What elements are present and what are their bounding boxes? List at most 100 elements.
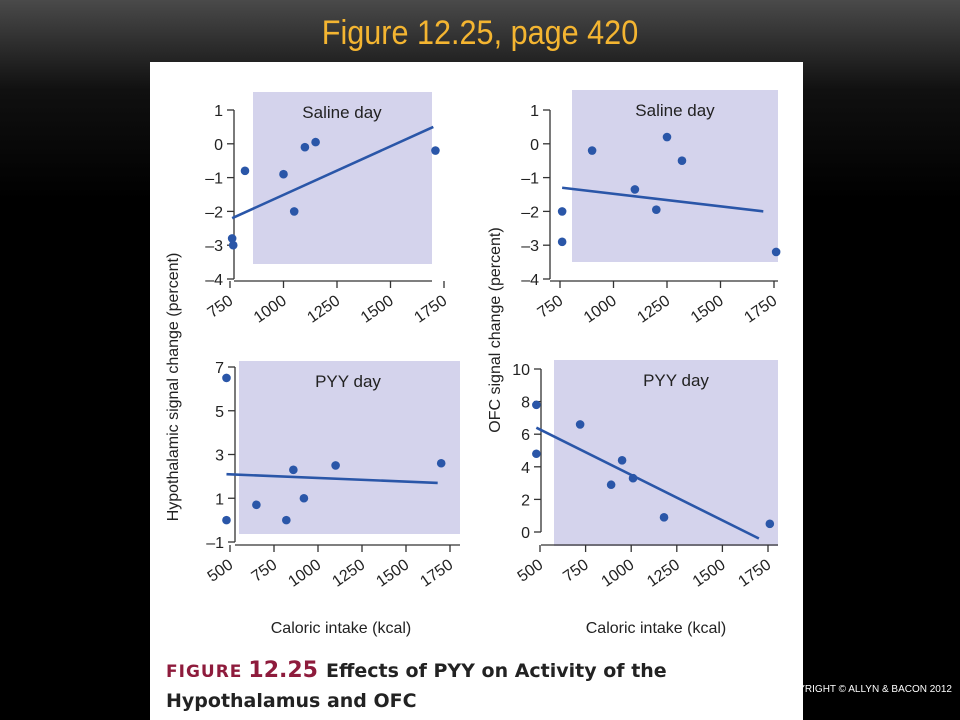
ofc-saline-x-tick-label: 1500: [688, 292, 727, 326]
hyp-pyy-x-tick-label: 1000: [285, 556, 324, 590]
hyp-pyy-y-tick-label: 7: [215, 360, 224, 377]
ofc-pyy-x-tick-label: 1000: [599, 556, 638, 590]
ofc-saline-data-point: [557, 207, 567, 216]
caption-label: FIGURE: [166, 662, 243, 682]
figure-charts: Hypothalamic signal change (percent) OFC…: [165, 90, 781, 637]
hyp-saline-data-point: [228, 240, 238, 250]
figure-panel: Hypothalamic signal change (percent) OFC…: [150, 62, 803, 720]
ofc-saline-data-point: [771, 247, 781, 257]
ofc-saline-data-point: [662, 132, 672, 142]
hyp-saline-data-point: [279, 169, 288, 179]
slide-title: Figure 12.25, page 420: [321, 14, 639, 52]
hyp-pyy-data-point: [222, 373, 231, 383]
hyp-pyy-x-tick-label: 750: [249, 556, 281, 585]
ofc-saline-panel-label: Saline day: [635, 101, 715, 120]
ofc-pyy-y-tick-label: 0: [521, 525, 530, 542]
ofc-saline-fit-line: [561, 186, 764, 213]
ofc-saline-y-tick-label: 1: [530, 103, 539, 120]
hyp-saline-x-tick-label: 1250: [304, 292, 343, 326]
ofc-pyy-data-point: [532, 400, 541, 410]
ofc-pyy-data-point: [617, 455, 627, 465]
hyp-saline-x-tick-label: 750: [205, 292, 237, 321]
ofc-pyy-data-point: [575, 420, 585, 429]
ofc-saline-x-tick-label: 1000: [581, 292, 620, 326]
hyp-saline-y-tick-label: –4: [205, 272, 223, 289]
left-xlabel: Caloric intake (kcal): [271, 620, 411, 637]
hyp-saline-y-tick-label: –3: [205, 238, 223, 255]
ofc-saline-y-tick-label: –2: [521, 204, 539, 221]
ofc-pyy-data-point: [659, 513, 669, 522]
ofc-saline-y-tick-label: –1: [521, 171, 539, 188]
ofc-saline-y-tick-label: –4: [521, 272, 539, 289]
hyp-saline-data-point: [227, 234, 237, 243]
hyp-pyy-y-tick-label: 3: [215, 448, 224, 465]
ofc-saline-x-tick-label: 1250: [634, 292, 673, 326]
hyp-saline-y-tick-label: –1: [205, 171, 223, 188]
hyp-saline-data-point: [289, 207, 299, 216]
ofc-pyy-data-point: [628, 473, 638, 483]
ofc-pyy-panel-label: PYY day: [643, 371, 709, 390]
copyright-label: COPYRIGHT © ALLYN & BACON 2012: [803, 684, 952, 695]
hyp-saline-y-tick-label: 0: [214, 137, 223, 154]
hyp-pyy-panel-label: PYY day: [315, 372, 381, 391]
ofc-saline-data-point: [677, 156, 687, 165]
ofc-saline-data-point: [630, 185, 640, 194]
hyp-saline-y-tick-label: –2: [205, 204, 223, 221]
ofc-pyy-y-tick-label: 4: [521, 460, 530, 477]
ofc-pyy-y-tick-label: 10: [512, 362, 530, 379]
hyp-saline-x-tick-label: 1000: [251, 292, 290, 326]
left-ylabel: Hypothalamic signal change (percent): [165, 253, 182, 522]
ofc-saline-y-tick-label: 0: [530, 137, 539, 154]
caption-title-line1: Effects of PYY on Activity of the: [326, 660, 667, 682]
ofc-pyy-data-point: [532, 449, 541, 459]
hyp-saline-data-point: [311, 137, 320, 147]
hyp-pyy-data-point: [299, 493, 309, 503]
ofc-saline-y-tick-label: –3: [521, 238, 539, 255]
hyp-pyy-data-point: [252, 500, 261, 510]
hyp-saline-data-point: [240, 166, 250, 176]
ofc-saline-data-point: [652, 205, 661, 215]
hyp-saline-y-tick-label: 1: [214, 103, 223, 120]
caption-number: 12.25: [248, 658, 318, 683]
ofc-pyy-y-tick-label: 2: [521, 492, 530, 509]
hyp-pyy-fit-line: [226, 472, 438, 485]
hyp-pyy-data-point: [436, 458, 446, 468]
ofc-saline-data-point: [557, 237, 567, 247]
ofc-pyy-y-tick-label: 8: [521, 395, 530, 412]
ofc-saline-data-point: [587, 146, 597, 155]
hyp-pyy-x-tick-label: 1500: [373, 556, 412, 590]
ofc-pyy-y-tick-label: 6: [521, 427, 530, 444]
hyp-pyy-x-tick-label: 500: [205, 556, 237, 585]
ofc-pyy-x-tick-label: 1500: [690, 556, 729, 590]
ofc-saline-x-tick-label: 750: [535, 292, 567, 321]
hyp-pyy-data-point: [289, 465, 298, 475]
hyp-pyy-x-tick-label: 1750: [417, 556, 456, 590]
hyp-saline-x-tick-label: 1500: [358, 292, 397, 326]
hyp-pyy-y-tick-label: 5: [215, 404, 224, 421]
hyp-saline-data-point: [431, 146, 440, 155]
ofc-pyy-x-tick-label: 750: [560, 556, 592, 585]
hyp-saline-fit-line: [231, 125, 434, 220]
hyp-pyy-y-tick-label: 1: [215, 491, 224, 508]
ofc-pyy-x-tick-label: 1750: [735, 556, 774, 590]
figure-caption: FIGURE 12.25 Effects of PYY on Activity of…: [166, 656, 766, 716]
right-ylabel: OFC signal change (percent): [487, 227, 504, 432]
copyright-text: COPYRIGHT © ALLYN & BACON 2012: [803, 683, 960, 699]
ofc-saline-plot-area: [572, 90, 778, 262]
hyp-saline-data-point: [300, 142, 310, 152]
hyp-pyy-data-point: [331, 461, 340, 470]
right-xlabel: Caloric intake (kcal): [586, 620, 726, 637]
ofc-pyy-data-point: [765, 519, 775, 529]
ofc-pyy-fit-line: [535, 426, 760, 540]
ofc-pyy-x-tick-label: 1250: [644, 556, 683, 590]
ofc-saline-x-tick-label: 1750: [741, 292, 780, 326]
hyp-saline-panel-label: Saline day: [302, 103, 382, 122]
hyp-pyy-plot-area: [239, 361, 460, 534]
hyp-saline-x-tick-label: 1750: [411, 292, 450, 326]
caption-title-line2: Hypothalamus and OFC: [166, 690, 417, 712]
hyp-pyy-x-tick-label: 1250: [329, 556, 368, 590]
ofc-pyy-data-point: [606, 480, 616, 490]
hyp-pyy-data-point: [282, 515, 291, 525]
ofc-pyy-x-tick-label: 500: [515, 556, 547, 585]
hyp-pyy-data-point: [222, 515, 231, 525]
